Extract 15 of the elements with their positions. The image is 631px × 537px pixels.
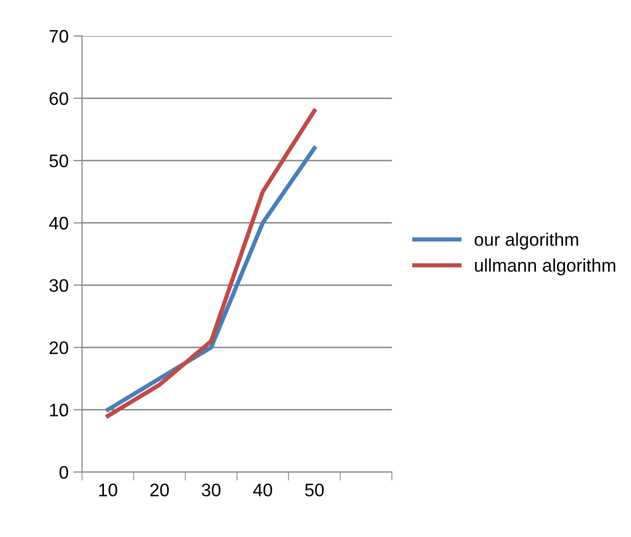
- x-tick-label: 10: [99, 484, 118, 496]
- x-tick-label: 30: [202, 484, 220, 496]
- y-tick-label: 50: [49, 154, 68, 168]
- x-tick-label: 50: [305, 484, 324, 496]
- y-tick-label: 10: [50, 404, 68, 416]
- y-tick-label: 60: [50, 92, 68, 105]
- x-tick-label: 20: [150, 484, 169, 496]
- y-tick-label: 30: [49, 279, 68, 292]
- x-tick-label: 40: [253, 484, 272, 496]
- legend-label: ullmann algorithm: [475, 258, 616, 276]
- y-tick-label: 0: [60, 466, 68, 479]
- y-tick-label: 70: [50, 30, 68, 43]
- y-tick-label: 20: [50, 341, 68, 354]
- y-tick-label: 40: [49, 216, 68, 230]
- legend-label: our algorithm: [474, 232, 578, 250]
